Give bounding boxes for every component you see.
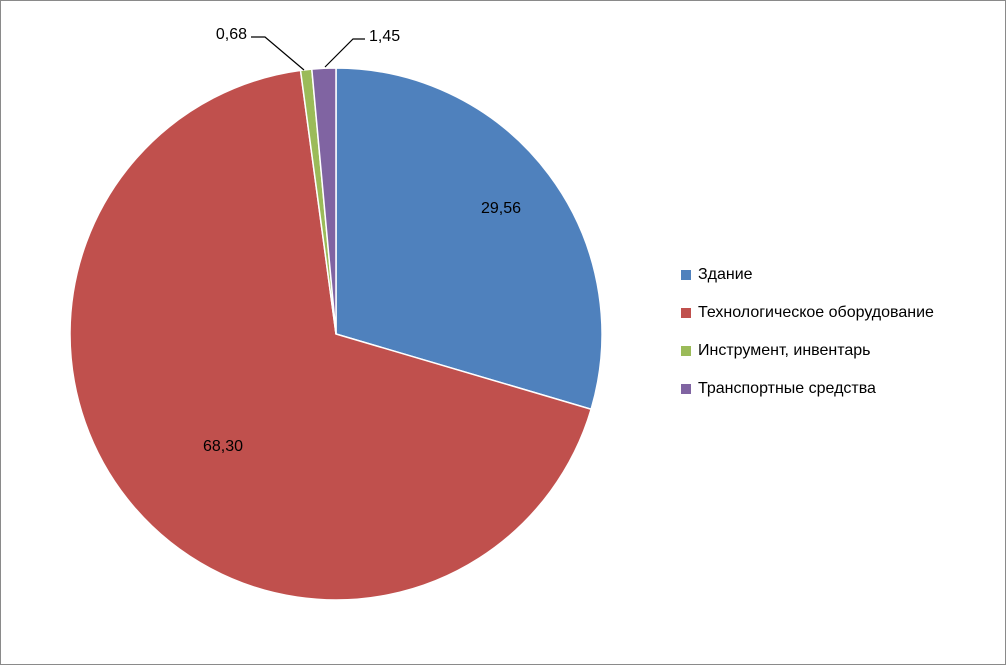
legend-swatch-equipment xyxy=(681,307,691,318)
legend: Здание Технологическое оборудование Инст… xyxy=(681,265,934,417)
pie-slice-equipment xyxy=(69,69,593,601)
legend-item-vehicles: Транспортные средства xyxy=(681,379,934,398)
data-label-vehicles: 1,45 xyxy=(369,28,400,45)
legend-label-tools: Инструмент, инвентарь xyxy=(698,341,871,359)
data-label-building: 29,56 xyxy=(481,200,521,217)
leader-line-vehicles xyxy=(324,38,365,68)
data-label-tools: 0,68 xyxy=(216,26,247,43)
legend-label-building: Здание xyxy=(698,265,753,283)
legend-item-tools: Инструмент, инвентарь xyxy=(681,341,934,360)
legend-swatch-tools xyxy=(681,345,691,356)
pie-slice-building xyxy=(335,67,603,411)
legend-label-equipment: Технологическое оборудование xyxy=(698,303,934,321)
data-label-equipment: 68,30 xyxy=(203,438,243,455)
leader-line-tools xyxy=(251,36,305,71)
legend-item-building: Здание xyxy=(681,265,934,284)
legend-swatch-building xyxy=(681,269,691,280)
legend-label-vehicles: Транспортные средства xyxy=(698,379,876,397)
pie-slice-vehicles xyxy=(310,67,337,335)
legend-swatch-vehicles xyxy=(681,383,691,394)
legend-item-equipment: Технологическое оборудование xyxy=(681,303,934,322)
